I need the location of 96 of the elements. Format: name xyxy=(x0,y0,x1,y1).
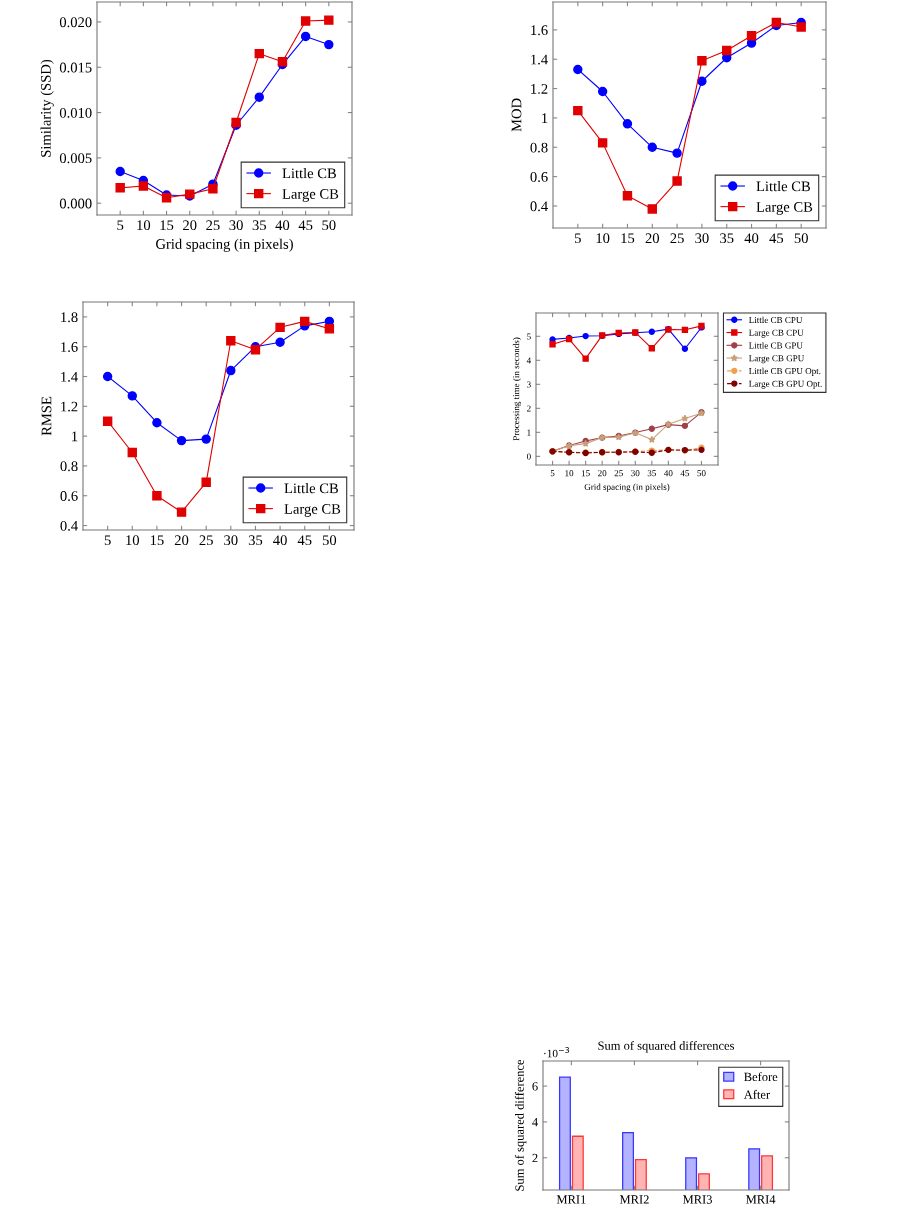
y-tick-label: 6 xyxy=(532,1082,538,1091)
x-tick-label: 15 xyxy=(150,535,164,546)
x-tick-label: 5 xyxy=(575,233,581,244)
x-tick-label: 40 xyxy=(275,220,290,231)
x-axis-title: Grid spacing (in pixels) xyxy=(584,483,670,492)
y-axis-title: Similarity (SSD) xyxy=(40,59,54,157)
y-tick-label: 1 xyxy=(542,113,548,123)
x-tick-label: 10 xyxy=(137,220,151,231)
y-tick-label: 1 xyxy=(527,429,531,436)
x-tick-label: MRI4 xyxy=(746,1195,776,1204)
x-tick-label: 25 xyxy=(614,470,623,477)
y-axis-title: MOD xyxy=(511,98,522,132)
y-tick-label: 0.6 xyxy=(530,172,548,182)
x-tick-label: 15 xyxy=(621,233,635,244)
x-tick-label: 5 xyxy=(550,470,555,477)
y-tick-label: 0.6 xyxy=(60,491,78,501)
x-tick-label: 50 xyxy=(794,233,808,244)
y-tick-label: 0.000 xyxy=(59,198,92,209)
legend-label: Little CB CPU xyxy=(749,316,803,324)
legend-label: Little CB xyxy=(282,168,336,179)
y-tick-label: 0 xyxy=(526,453,531,460)
y-tick-label: 3 xyxy=(527,381,531,388)
x-tick-label: 30 xyxy=(229,220,243,231)
text: ·10$^{−3}$ xyxy=(544,1047,570,1058)
legend-label: Large CB xyxy=(282,189,339,202)
x-tick-label: 5 xyxy=(117,220,124,231)
y-tick-label: 1.6 xyxy=(531,25,548,36)
y-tick-label: 0.010 xyxy=(59,107,92,118)
x-tick-label: 35 xyxy=(720,233,734,244)
x-tick-label: 20 xyxy=(174,535,189,546)
x-tick-label: 30 xyxy=(224,535,238,546)
legend-label: Large CB GPU xyxy=(749,355,805,364)
x-tick-label: MRI1 xyxy=(556,1195,586,1204)
x-tick-label: 40 xyxy=(744,233,759,244)
chart-title: Sum of squared differences xyxy=(598,1040,734,1053)
x-tick-label: 15 xyxy=(581,470,590,477)
legend-label: Little CB GPU xyxy=(749,342,803,349)
y-tick-label: 1.8 xyxy=(61,312,78,323)
y-tick-label: 0.8 xyxy=(530,142,548,153)
x-tick-label: 45 xyxy=(680,470,690,477)
x-tick-label: MRI3 xyxy=(682,1195,712,1204)
y-tick-label: 1.4 xyxy=(61,371,78,382)
x-tick-label: 45 xyxy=(297,535,312,546)
y-tick-label: 0.4 xyxy=(60,520,78,531)
x-tick-label: 35 xyxy=(252,220,266,231)
legend-label: Large CB xyxy=(756,202,813,215)
x-tick-label: 10 xyxy=(126,535,140,546)
x-tick-label: 30 xyxy=(695,233,709,244)
x-tick-label: 25 xyxy=(670,233,684,244)
x-tick-label: 25 xyxy=(206,220,220,231)
y-tick-label: 1.2 xyxy=(531,83,548,94)
x-tick-label: 45 xyxy=(298,220,313,231)
y-tick-label: 1.6 xyxy=(61,342,78,352)
y-axis-title: Processing time (in seconds) xyxy=(512,337,522,441)
y-tick-label: 0.020 xyxy=(59,17,92,28)
x-tick-label: 20 xyxy=(645,233,660,244)
x-tick-label: 50 xyxy=(322,535,337,546)
y-tick-label: 0.005 xyxy=(59,153,92,164)
x-tick-label: 50 xyxy=(697,470,706,477)
x-tick-label: 35 xyxy=(647,470,656,477)
y-tick-label: 1.2 xyxy=(61,401,78,412)
x-axis-title: Grid spacing (in pixels) xyxy=(156,238,293,252)
y-tick-label: 0.4 xyxy=(530,201,548,212)
x-tick-label: 10 xyxy=(565,470,574,477)
x-tick-label: 50 xyxy=(322,220,336,231)
y-tick-label: 4 xyxy=(526,357,531,364)
x-tick-label: 20 xyxy=(598,470,607,477)
legend-label: Little CB GPU Opt. xyxy=(749,367,821,376)
y-axis-title: Sum of squared difference xyxy=(514,1059,527,1191)
x-tick-label: 20 xyxy=(183,220,197,231)
y-tick-label: 0.8 xyxy=(60,461,78,472)
legend-label: After xyxy=(743,1089,770,1099)
y-tick-label: 2 xyxy=(527,405,531,412)
x-tick-label: 40 xyxy=(664,470,673,477)
x-tick-label: 15 xyxy=(160,220,174,231)
x-tick-label: 45 xyxy=(769,233,784,244)
y-tick-label: 5 xyxy=(527,333,531,340)
x-tick-label: 10 xyxy=(596,233,610,244)
legend-label: Large CB xyxy=(284,504,341,517)
y-tick-label: 2 xyxy=(532,1153,538,1163)
x-tick-label: 40 xyxy=(273,535,287,546)
y-tick-label: 1.4 xyxy=(531,54,548,65)
x-tick-label: MRI2 xyxy=(619,1195,649,1204)
legend-label: Little CB xyxy=(756,181,810,192)
y-axis-title: RMSE xyxy=(41,396,52,436)
x-tick-label: 25 xyxy=(199,535,213,546)
x-tick-label: 35 xyxy=(248,535,263,546)
legend-label: Little CB xyxy=(284,483,338,494)
legend-label: Before xyxy=(744,1072,778,1082)
y-tick-label: 4 xyxy=(532,1118,538,1127)
legend-label: Large CB GPU Opt. xyxy=(749,380,822,389)
legend-label: Large CB CPU xyxy=(749,329,804,338)
x-tick-label: 30 xyxy=(631,470,640,477)
y-tick-label: 0.015 xyxy=(59,62,92,73)
x-tick-label: 5 xyxy=(104,535,111,546)
y-tick-label: 1 xyxy=(72,431,78,442)
